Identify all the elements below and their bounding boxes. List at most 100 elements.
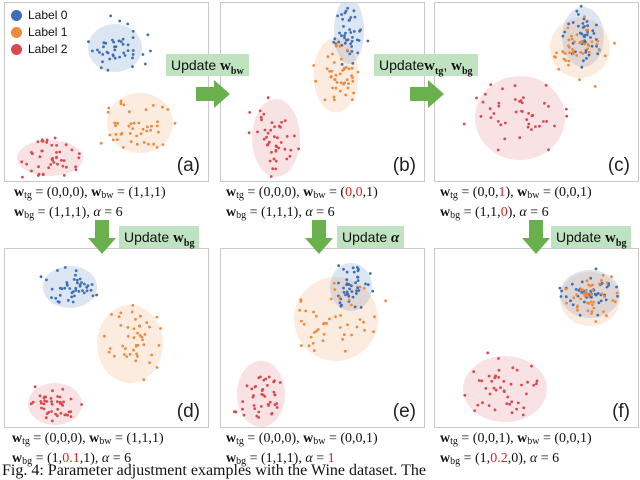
scatter-point: [258, 109, 262, 113]
scatter-point: [578, 78, 581, 82]
scatter-point: [519, 99, 523, 102]
scatter-point: [564, 295, 568, 299]
scatter-point: [348, 52, 352, 56]
scatter-point: [496, 148, 500, 152]
scatter-point: [343, 36, 346, 40]
scatter-point: [274, 149, 278, 153]
scatter-point: [358, 29, 361, 33]
scatter-point: [337, 281, 340, 285]
scatter-point: [563, 52, 567, 55]
scatter-point: [596, 313, 600, 317]
scatter-point: [334, 73, 338, 77]
scatter-point: [111, 138, 115, 142]
scatter-point: [312, 349, 316, 352]
scatter-point: [126, 22, 130, 26]
cluster-hull: [17, 140, 83, 176]
scatter-point: [490, 379, 494, 383]
scatter-point: [580, 291, 583, 294]
scatter-point: [99, 141, 103, 145]
scatter-point: [149, 128, 153, 132]
scatter-point: [74, 269, 78, 273]
scatter-point: [102, 45, 105, 49]
scatter-point: [340, 57, 343, 61]
scatter-point: [131, 303, 135, 307]
scatter-point: [135, 142, 139, 146]
legend-label-0: Label 0: [28, 8, 68, 22]
legend-item: Label 0: [11, 7, 67, 24]
scatter-point: [142, 141, 146, 144]
scatter-c: [462, 4, 616, 160]
scatter-point: [520, 383, 523, 387]
scatter-point: [335, 81, 339, 84]
scatter-point: [332, 281, 336, 285]
scatter-point: [332, 98, 336, 102]
scatter-point: [102, 41, 106, 45]
scatter-point: [580, 32, 584, 36]
scatter-point: [535, 379, 539, 383]
scatter-point: [45, 138, 49, 142]
cluster-hull: [43, 266, 97, 308]
scatter-point: [596, 292, 600, 295]
scatter-point: [31, 400, 35, 404]
scatter-point: [475, 96, 478, 100]
scatter-point: [142, 343, 146, 347]
scatter-point: [511, 366, 515, 370]
scatter-point: [112, 40, 116, 44]
scatter-point: [96, 48, 99, 52]
scatter-point: [266, 384, 269, 387]
scatter-point: [499, 386, 502, 389]
legend-label-2: Label 2: [28, 42, 68, 56]
scatter-point: [591, 283, 594, 287]
scatter-point: [356, 279, 360, 282]
scatter-point: [263, 395, 267, 398]
scatter-point: [50, 158, 54, 161]
scatter-point: [74, 165, 77, 169]
scatter-point: [146, 33, 150, 37]
scatter-point: [349, 16, 353, 19]
scatter-point: [357, 289, 361, 292]
scatter-point: [567, 38, 571, 42]
scatter-point: [30, 169, 33, 173]
scatter-point: [103, 334, 106, 338]
formula-line-1: wtg = (0,0,0), wbw = (0,0,1): [226, 185, 378, 201]
scatter-point: [134, 359, 138, 363]
scatter-point: [584, 50, 588, 54]
scatter-point: [598, 282, 601, 286]
scatter-point: [44, 416, 48, 420]
scatter-point: [275, 145, 279, 149]
formula-line-1: wtg = (0,0,0), wbw = (1,1,1): [12, 431, 164, 447]
scatter-point: [497, 376, 500, 379]
scatter-a: [17, 14, 177, 179]
scatter-point: [128, 110, 131, 114]
formula-line-1: wtg = (0,0,0), wbw = (1,1,1): [14, 185, 166, 201]
formula-line-2: wbg = (1,1,1), α = 1: [226, 451, 335, 467]
panel-label: (d): [176, 401, 200, 422]
scatter-point: [590, 44, 594, 48]
scatter-point: [150, 353, 154, 357]
scatter-point: [532, 383, 536, 387]
scatter-point: [346, 48, 349, 52]
scatter-point: [334, 315, 337, 319]
label-0-dot-icon: [11, 10, 22, 21]
scatter-point: [139, 314, 142, 318]
panel-b: (b): [220, 2, 425, 182]
scatter-point: [131, 56, 134, 60]
scatter-point: [129, 122, 133, 125]
scatter-point: [43, 399, 47, 403]
scatter-point: [116, 138, 119, 142]
scatter-point: [499, 123, 503, 127]
scatter-point: [515, 407, 518, 411]
scatter-point: [304, 309, 308, 313]
scatter-point: [563, 30, 567, 34]
scatter-point: [344, 31, 347, 35]
scatter-point: [579, 4, 583, 8]
scatter-point: [56, 300, 60, 303]
scatter-point: [117, 39, 121, 43]
scatter-point: [289, 148, 293, 152]
panel-d: (d): [4, 248, 209, 428]
scatter-point: [337, 264, 340, 268]
scatter-point: [159, 327, 162, 330]
scatter-point: [130, 310, 134, 314]
scatter-point: [131, 36, 135, 39]
scatter-point: [278, 381, 282, 384]
